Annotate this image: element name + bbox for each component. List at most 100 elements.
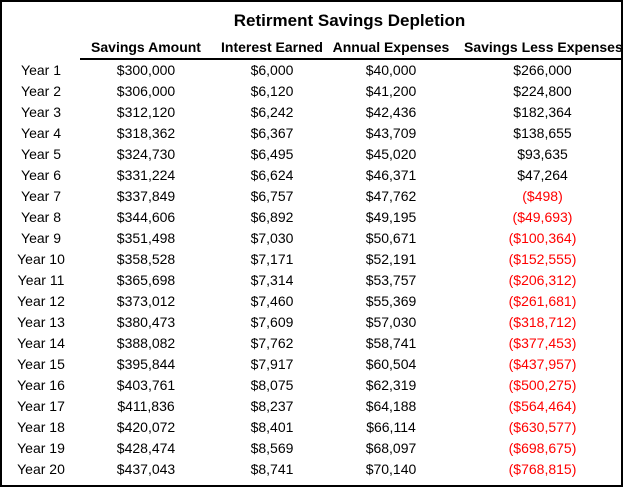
table-row: Year 8 $344,606 $6,892 $49,195 ($49,693) [2, 207, 621, 228]
interest-earned-cell: $6,367 [250, 125, 294, 141]
annual-expenses-cell: $52,191 [365, 251, 417, 267]
interest-earned-cell: $8,401 [250, 419, 294, 435]
year-cell: Year 19 [17, 440, 65, 456]
table-title: Retirment Savings Depletion [233, 11, 466, 30]
savings-less-expenses-cell: ($498) [522, 188, 563, 204]
interest-earned-cell: $8,237 [250, 398, 294, 414]
year-cell: Year 2 [21, 83, 61, 99]
savings-amount-cell: $312,120 [116, 104, 176, 120]
table-row: Year 17 $411,836 $8,237 $64,188 ($564,464) [2, 396, 621, 417]
interest-earned-cell: $6,624 [250, 167, 294, 183]
table-row: Year 9 $351,498 $7,030 $50,671 ($100,364) [2, 228, 621, 249]
savings-amount-cell: $420,072 [116, 419, 176, 435]
annual-expenses-cell: $55,369 [365, 293, 417, 309]
savings-amount-cell: $351,498 [116, 230, 176, 246]
annual-expenses-cell: $43,709 [365, 125, 417, 141]
table-row: Year 10 $358,528 $7,171 $52,191 ($152,555) [2, 249, 621, 270]
table-row: Year 2 $306,000 $6,120 $41,200 $224,800 [2, 81, 621, 102]
table-row: Year 15 $395,844 $7,917 $60,504 ($437,957) [2, 354, 621, 375]
table-row: Year 4 $318,362 $6,367 $43,709 $138,655 [2, 123, 621, 144]
annual-expenses-cell: $60,504 [365, 356, 417, 372]
table-row: Year 12 $373,012 $7,460 $55,369 ($261,681) [2, 291, 621, 312]
table-row: Year 6 $331,224 $6,624 $46,371 $47,264 [2, 165, 621, 186]
year-cell: Year 12 [17, 293, 65, 309]
savings-less-expenses-cell: $224,800 [513, 83, 572, 99]
year-cell: Year 6 [21, 167, 61, 183]
savings-less-expenses-cell: ($377,453) [508, 335, 577, 351]
interest-earned-cell: $7,171 [250, 251, 294, 267]
savings-amount-cell: $306,000 [116, 83, 176, 99]
annual-expenses-cell: $46,371 [365, 167, 417, 183]
savings-less-expenses-cell: ($100,364) [508, 230, 577, 246]
interest-earned-cell: $7,030 [250, 230, 294, 246]
savings-less-expenses-cell: ($500,275) [508, 377, 577, 393]
year-cell: Year 10 [17, 251, 65, 267]
year-cell: Year 3 [21, 104, 61, 120]
annual-expenses-cell: $47,762 [365, 188, 417, 204]
savings-amount-cell: $403,761 [116, 377, 176, 393]
savings-less-expenses-cell: ($261,681) [508, 293, 577, 309]
year-cell: Year 5 [21, 146, 61, 162]
annual-expenses-cell: $50,671 [365, 230, 417, 246]
year-cell: Year 16 [17, 377, 65, 393]
table-row: Year 7 $337,849 $6,757 $47,762 ($498) [2, 186, 621, 207]
savings-depletion-table: Savings Amount Interest Earned Annual Ex… [2, 33, 621, 480]
interest-earned-cell: $6,757 [250, 188, 294, 204]
annual-expenses-cell: $41,200 [365, 83, 417, 99]
annual-expenses-cell: $64,188 [365, 398, 417, 414]
savings-amount-cell: $358,528 [116, 251, 176, 267]
savings-less-expenses-cell: $138,655 [513, 125, 572, 141]
interest-earned-cell: $7,460 [250, 293, 294, 309]
table-row: Year 14 $388,082 $7,762 $58,741 ($377,453) [2, 333, 621, 354]
table-row: Year 16 $403,761 $8,075 $62,319 ($500,275) [2, 375, 621, 396]
header-row: Savings Amount Interest Earned Annual Ex… [2, 33, 621, 60]
savings-less-expenses-cell: ($768,815) [508, 461, 577, 477]
savings-amount-cell: $411,836 [117, 398, 175, 414]
header-savings-amount: Savings Amount [80, 33, 212, 60]
year-cell: Year 13 [17, 314, 65, 330]
savings-amount-cell: $395,844 [116, 356, 176, 372]
savings-less-expenses-cell: $182,364 [513, 104, 572, 120]
year-cell: Year 14 [17, 335, 65, 351]
savings-amount-cell: $324,730 [116, 146, 176, 162]
year-cell: Year 4 [21, 125, 61, 141]
interest-earned-cell: $8,569 [250, 440, 294, 456]
savings-less-expenses-cell: ($630,577) [508, 419, 577, 435]
table-row: Year 13 $380,473 $7,609 $57,030 ($318,712) [2, 312, 621, 333]
table-row: Year 5 $324,730 $6,495 $45,020 $93,635 [2, 144, 621, 165]
annual-expenses-cell: $42,436 [365, 104, 417, 120]
table-body: Year 1 $300,000 $6,000 $40,000 $266,000 Year … [2, 59, 621, 480]
interest-earned-cell: $8,075 [250, 377, 294, 393]
savings-amount-cell: $300,000 [116, 62, 176, 78]
interest-earned-cell: $6,495 [250, 146, 294, 162]
savings-less-expenses-cell: ($698,675) [508, 440, 577, 456]
year-cell: Year 20 [17, 461, 65, 477]
savings-amount-cell: $365,698 [116, 272, 176, 288]
year-cell: Year 18 [17, 419, 65, 435]
savings-amount-cell: $318,362 [116, 125, 176, 141]
interest-earned-cell: $6,000 [250, 62, 294, 78]
annual-expenses-cell: $66,114 [366, 419, 416, 435]
annual-expenses-cell: $57,030 [365, 314, 417, 330]
annual-expenses-cell: $62,319 [365, 377, 417, 393]
interest-earned-cell: $7,762 [250, 335, 294, 351]
savings-less-expenses-cell: ($49,693) [512, 209, 573, 225]
savings-less-expenses-cell: $266,000 [513, 62, 572, 78]
header-interest-earned: Interest Earned [212, 33, 332, 60]
savings-amount-cell: $373,012 [116, 293, 176, 309]
savings-less-expenses-cell: $93,635 [517, 146, 568, 162]
annual-expenses-cell: $53,757 [365, 272, 417, 288]
table-row: Year 11 $365,698 $7,314 $53,757 ($206,312) [2, 270, 621, 291]
interest-earned-cell: $6,120 [250, 83, 294, 99]
table-row: Year 3 $312,120 $6,242 $42,436 $182,364 [2, 102, 621, 123]
year-column-spacer [2, 33, 80, 59]
savings-amount-cell: $428,474 [116, 440, 176, 456]
table-row: Year 1 $300,000 $6,000 $40,000 $266,000 [2, 59, 621, 81]
interest-earned-cell: $7,609 [250, 314, 294, 330]
annual-expenses-cell: $70,140 [365, 461, 417, 477]
annual-expenses-cell: $45,020 [365, 146, 417, 162]
year-cell: Year 8 [21, 209, 61, 225]
interest-earned-cell: $6,242 [250, 104, 294, 120]
annual-expenses-cell: $49,195 [365, 209, 417, 225]
